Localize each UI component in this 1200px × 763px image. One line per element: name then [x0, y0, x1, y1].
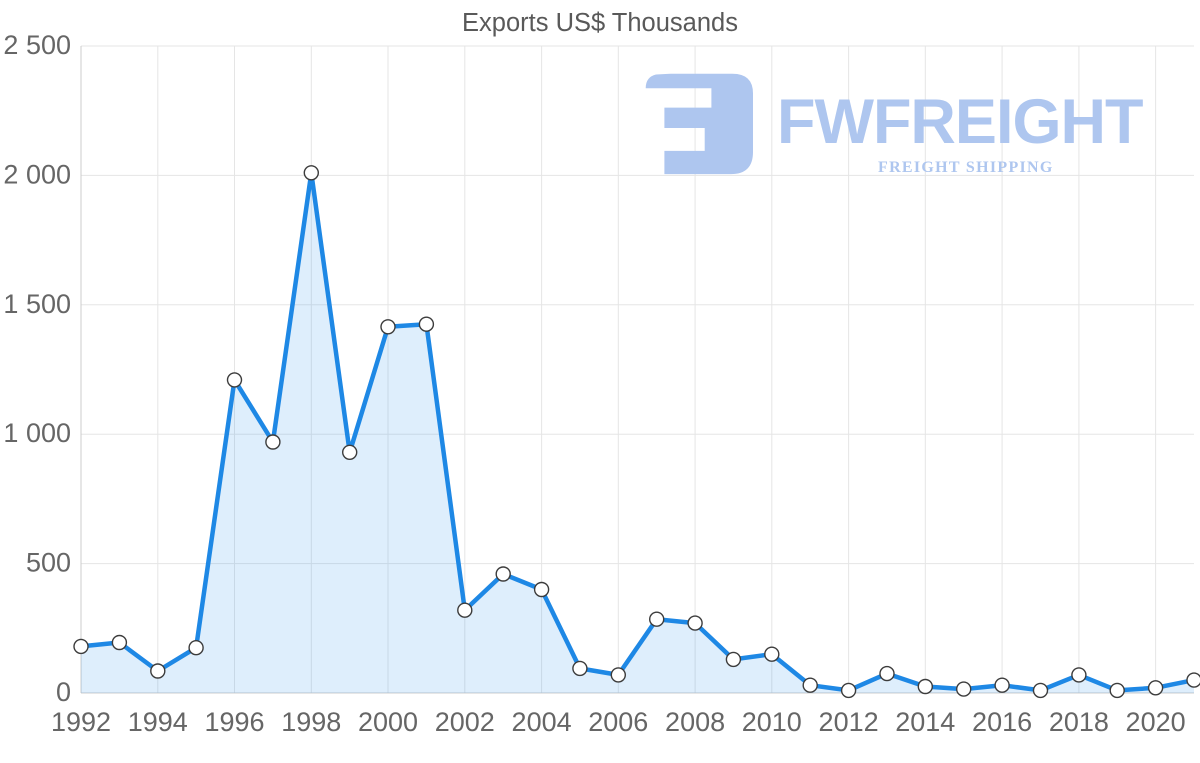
svg-text:2004: 2004	[512, 707, 572, 737]
svg-text:2018: 2018	[1049, 707, 1109, 737]
svg-text:2006: 2006	[588, 707, 648, 737]
svg-text:2000: 2000	[358, 707, 418, 737]
svg-text:2002: 2002	[435, 707, 495, 737]
svg-text:1998: 1998	[281, 707, 341, 737]
svg-text:2014: 2014	[895, 707, 955, 737]
svg-text:500: 500	[26, 548, 71, 578]
svg-text:FWFREIGHT: FWFREIGHT	[777, 87, 1143, 157]
svg-text:0: 0	[56, 677, 71, 707]
svg-text:1992: 1992	[51, 707, 111, 737]
svg-text:2 000: 2 000	[3, 159, 71, 189]
svg-text:2020: 2020	[1126, 707, 1186, 737]
svg-text:2010: 2010	[742, 707, 802, 737]
svg-text:1 000: 1 000	[3, 418, 71, 448]
svg-text:2008: 2008	[665, 707, 725, 737]
svg-text:FREIGHT SHIPPING: FREIGHT SHIPPING	[878, 159, 1054, 176]
svg-text:2016: 2016	[972, 707, 1032, 737]
svg-text:2012: 2012	[819, 707, 879, 737]
svg-text:1994: 1994	[128, 707, 188, 737]
svg-text:1 500: 1 500	[3, 289, 71, 319]
svg-text:1996: 1996	[204, 707, 264, 737]
